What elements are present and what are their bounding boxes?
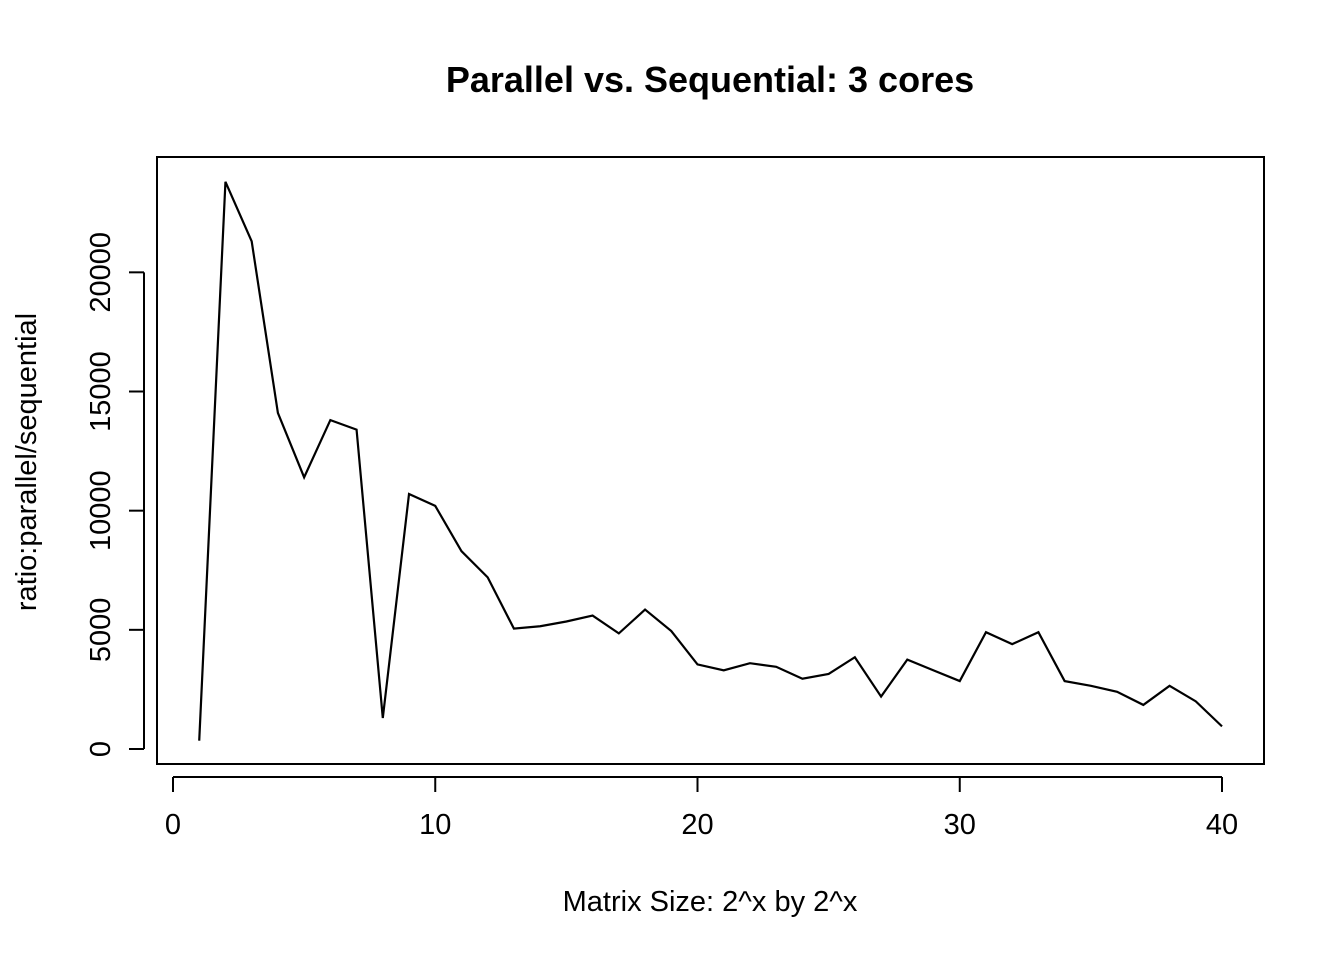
x-tick-label: 10 [419, 809, 451, 841]
x-tick-label: 40 [1206, 809, 1238, 841]
y-axis: 0 5000 10000 15000 20000 [85, 232, 145, 757]
y-tick-label: 10000 [85, 470, 117, 551]
chart-title: Parallel vs. Sequential: 3 cores [446, 59, 974, 100]
x-tick-label: 20 [681, 809, 713, 841]
x-axis: 0 10 20 30 40 [165, 776, 1238, 841]
x-tick-label: 0 [165, 809, 181, 841]
y-tick-label: 5000 [85, 598, 117, 663]
x-axis-label: Matrix Size: 2^x by 2^x [563, 886, 858, 918]
y-axis-label: ratio:parallel/sequential [11, 313, 43, 611]
y-tick-label: 0 [85, 741, 117, 757]
y-tick-label: 15000 [85, 351, 117, 432]
series-group [198, 181, 1223, 741]
series-line [198, 181, 1223, 741]
x-tick-label: 30 [944, 809, 976, 841]
plot-frame [156, 156, 1265, 765]
y-tick-label: 20000 [85, 232, 117, 313]
